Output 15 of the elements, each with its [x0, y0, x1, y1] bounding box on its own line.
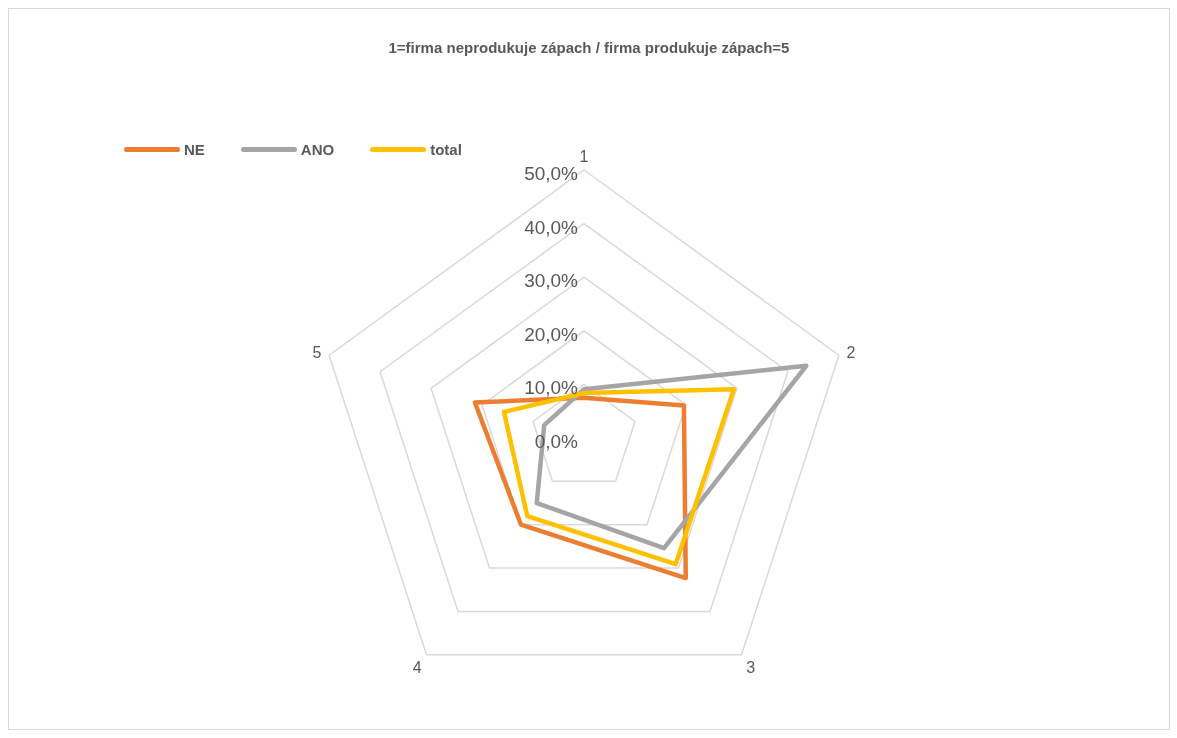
spoke-label: 1 — [579, 148, 589, 165]
y-tick-label: 0,0% — [534, 431, 579, 452]
legend-label: NE — [184, 141, 205, 158]
y-tick-label: 30,0% — [524, 270, 579, 292]
legend-label: ANO — [300, 141, 335, 158]
y-tick-label: 50,0% — [524, 163, 579, 184]
y-tick-label: 10,0% — [524, 377, 579, 399]
spoke-label: 4 — [412, 658, 422, 676]
spoke-label: 3 — [746, 658, 756, 676]
spoke-label: 5 — [312, 344, 322, 362]
chart-title: 1=firma neprodukuje zápach / firma produkuje zápach=5 — [387, 39, 791, 56]
y-tick-label: 20,0% — [524, 323, 579, 345]
y-tick-label: 40,0% — [524, 216, 579, 238]
legend-label: total — [430, 141, 462, 158]
spoke-label: 2 — [846, 344, 856, 362]
